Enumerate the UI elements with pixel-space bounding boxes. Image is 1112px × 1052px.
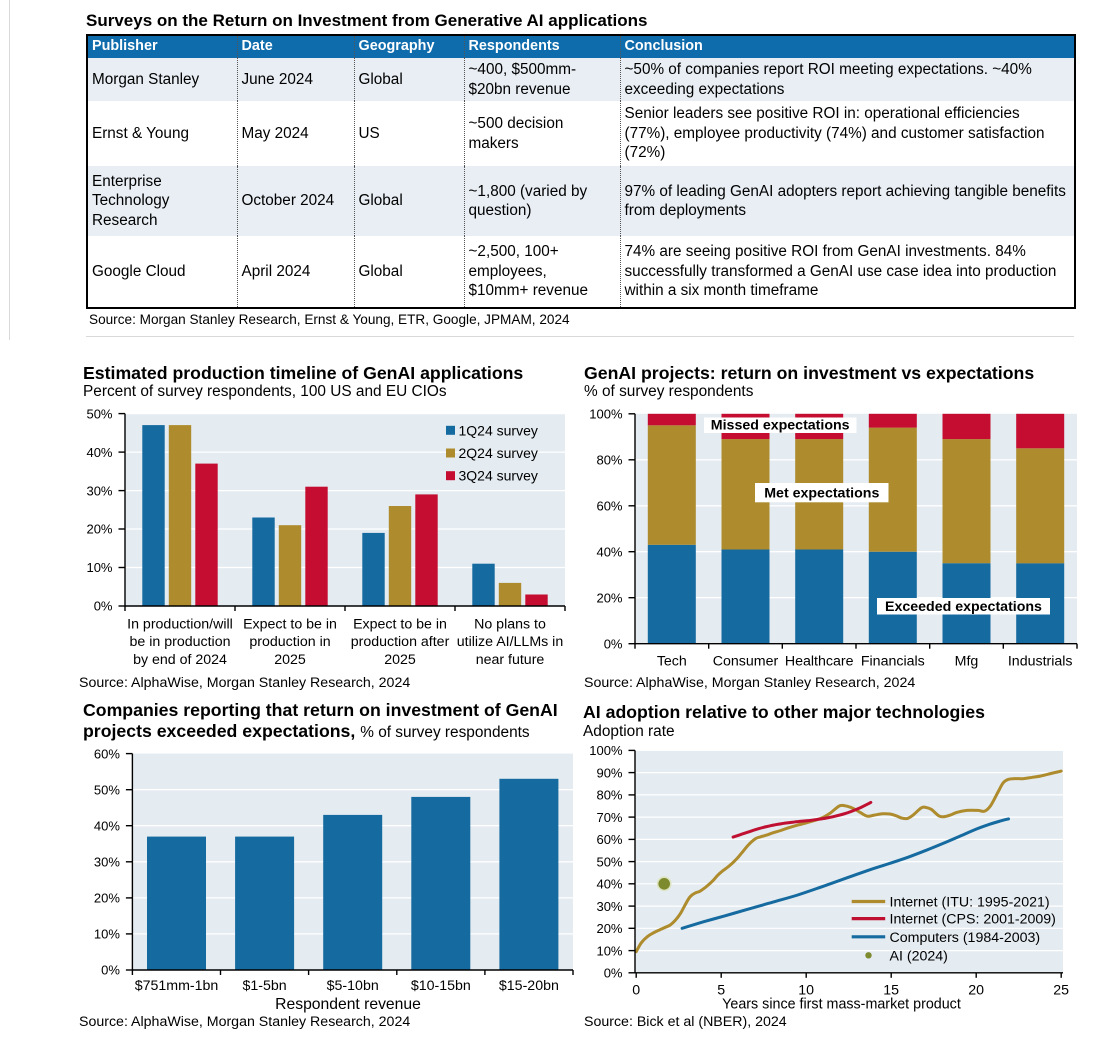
svg-text:100%: 100% [589,407,623,422]
svg-text:Tech: Tech [657,654,687,670]
svg-text:utilize AI/LLMs in: utilize AI/LLMs in [457,634,563,650]
svg-text:40%: 40% [596,544,622,559]
svg-text:Computers (1984-2003): Computers (1984-2003) [890,930,1041,946]
svg-text:60%: 60% [596,832,622,847]
svg-text:40%: 40% [94,818,120,833]
svg-text:10%: 10% [94,927,120,942]
svg-text:In production/will: In production/will [127,616,233,632]
svg-text:20%: 20% [86,522,112,537]
svg-text:15: 15 [883,982,899,998]
svg-text:near future: near future [476,652,545,668]
svg-text:Financials: Financials [861,654,925,670]
svg-text:Met expectations: Met expectations [764,486,879,502]
svg-text:Industrials: Industrials [1008,654,1073,670]
svg-text:50%: 50% [86,406,112,421]
svg-text:2025: 2025 [384,652,416,668]
svg-text:20%: 20% [596,590,622,605]
svg-text:90%: 90% [596,765,622,780]
svg-text:Missed expectations: Missed expectations [711,418,850,434]
svg-text:Exceeded expectations: Exceeded expectations [885,599,1042,615]
svg-text:0%: 0% [604,636,623,651]
svg-text:30%: 30% [86,483,112,498]
svg-text:Mfg: Mfg [955,654,979,670]
svg-text:2025: 2025 [274,652,306,668]
svg-text:80%: 80% [596,453,622,468]
svg-text:be in production: be in production [130,634,231,650]
svg-text:by end of 2024: by end of 2024 [133,652,227,668]
svg-text:25: 25 [1053,982,1069,998]
svg-text:80%: 80% [596,788,622,803]
svg-text:20%: 20% [596,921,622,936]
svg-text:60%: 60% [596,499,622,514]
svg-text:50%: 50% [596,854,622,869]
svg-text:Expect to be in: Expect to be in [243,616,337,632]
svg-text:100%: 100% [589,743,623,758]
svg-text:40%: 40% [596,877,622,892]
svg-text:2Q24 survey: 2Q24 survey [459,445,538,461]
svg-text:0%: 0% [604,966,623,981]
svg-text:$15-20bn: $15-20bn [499,978,559,994]
svg-text:Respondent revenue: Respondent revenue [275,996,421,1013]
svg-text:Internet (CPS: 2001-2009): Internet (CPS: 2001-2009) [890,912,1056,928]
svg-text:5: 5 [717,982,725,998]
svg-text:No plans to: No plans to [474,616,546,632]
svg-text:$751mm-1bn: $751mm-1bn [135,978,219,994]
svg-text:0%: 0% [94,599,113,614]
svg-text:production in: production in [249,634,330,650]
svg-text:$5-10bn: $5-10bn [327,978,379,994]
svg-text:50%: 50% [94,782,120,797]
svg-text:40%: 40% [86,445,112,460]
svg-text:Years since first mass-market: Years since first mass-market product [722,997,961,1013]
svg-text:$1-5bn: $1-5bn [243,978,287,994]
svg-text:20: 20 [968,982,984,998]
svg-text:Consumer: Consumer [713,654,779,670]
svg-text:Internet (ITU: 1995-2021): Internet (ITU: 1995-2021) [890,895,1050,911]
svg-text:10%: 10% [596,943,622,958]
svg-text:Healthcare: Healthcare [785,654,854,670]
svg-text:70%: 70% [596,810,622,825]
svg-text:20%: 20% [94,891,120,906]
svg-text:10: 10 [798,982,814,998]
svg-text:30%: 30% [596,899,622,914]
svg-text:60%: 60% [94,746,120,761]
svg-text:0%: 0% [101,963,120,978]
svg-text:10%: 10% [86,560,112,575]
svg-text:3Q24 survey: 3Q24 survey [459,468,538,484]
svg-text:30%: 30% [94,855,120,870]
svg-text:0: 0 [632,982,640,998]
svg-text:Expect to be in: Expect to be in [353,616,447,632]
svg-text:$10-15bn: $10-15bn [411,978,471,994]
svg-text:AI (2024): AI (2024) [890,948,948,964]
svg-text:1Q24 survey: 1Q24 survey [459,422,538,438]
svg-text:production after: production after [351,634,450,650]
